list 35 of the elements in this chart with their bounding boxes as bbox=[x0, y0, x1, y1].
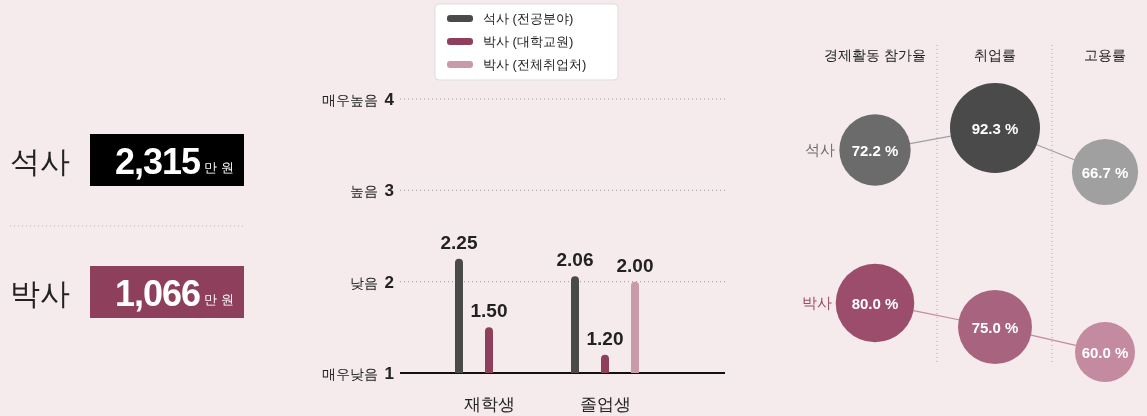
text: 매우낮음 bbox=[322, 366, 378, 382]
y-tick-label: 3 bbox=[384, 181, 394, 201]
data-label: 1.50 bbox=[470, 300, 508, 322]
text: 1,066 bbox=[114, 273, 200, 314]
text: 매우높음 bbox=[322, 92, 378, 108]
text: 낮음 bbox=[350, 274, 378, 291]
data-label: 66.7 % bbox=[1081, 164, 1129, 181]
data-label: 2.00 bbox=[616, 254, 654, 276]
legend-label: 박사 (대학교원) bbox=[483, 34, 574, 49]
data-label: 92.3 % bbox=[971, 120, 1019, 137]
y-tick-label: 4 bbox=[384, 90, 395, 109]
legend-label: 석사 (전공분야) bbox=[483, 11, 574, 26]
x-tick-label: 졸업생 bbox=[579, 395, 631, 414]
text: 만 원 bbox=[204, 160, 234, 175]
data-label: 80.0 % bbox=[851, 295, 899, 312]
y-tick-label: 2 bbox=[384, 272, 394, 292]
text: 높음 bbox=[350, 183, 378, 200]
category-label: 고용률 bbox=[1084, 47, 1126, 63]
data-label: 72.2 % bbox=[851, 142, 899, 159]
data-label: 1.20 bbox=[586, 327, 624, 349]
y-tick-label: 1 bbox=[384, 364, 394, 383]
category-label: 석사 bbox=[10, 145, 70, 178]
text: 만 원 bbox=[204, 292, 234, 307]
category-label: 경제활동 참가율 bbox=[824, 47, 926, 63]
x-tick-label: 재학생 bbox=[463, 395, 515, 414]
text: 2,315 bbox=[114, 141, 200, 182]
data-label: 2.06 bbox=[556, 249, 594, 271]
data-label: 60.0 % bbox=[1081, 344, 1129, 361]
series-label: 석사 bbox=[805, 141, 836, 158]
series-label: 박사 bbox=[801, 294, 832, 311]
category-label: 박사 bbox=[10, 277, 70, 310]
data-label: 75.0 % bbox=[971, 319, 1019, 336]
legend-label: 박사 (전체취업처) bbox=[483, 57, 587, 72]
data-label: 2.25 bbox=[440, 231, 478, 253]
category-label: 취업률 bbox=[974, 47, 1016, 63]
